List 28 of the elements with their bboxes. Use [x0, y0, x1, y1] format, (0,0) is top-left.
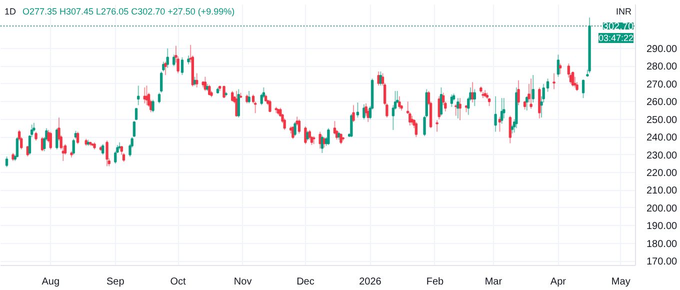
ref-line-label: 302.70 — [602, 21, 634, 32]
x-tick-label: Oct — [170, 276, 186, 288]
x-tick-label: Nov — [234, 276, 252, 288]
y-tick-label: 250.00 — [646, 114, 678, 126]
y-tick-label: 260.00 — [646, 97, 678, 108]
y-tick-label: 200.00 — [646, 203, 678, 214]
x-tick-label: Feb — [426, 276, 444, 288]
annotation: 03:47:22 — [598, 32, 634, 43]
x-tick-label: 2026 — [359, 276, 382, 288]
y-tick-label: 270.00 — [646, 79, 678, 90]
y-tick-label: 240.00 — [646, 132, 678, 144]
y-tick-label: 230.00 — [646, 150, 678, 162]
annotation: O277.35 H307.45 L276.05 C302.70 +27.50 (+9.99%) — [22, 6, 235, 16]
y-tick-label: 180.00 — [646, 238, 678, 250]
y-axis-title: INR — [616, 6, 632, 16]
x-tick-label: Mar — [484, 276, 503, 288]
y-tick-label: 280.00 — [646, 62, 678, 73]
x-tick-label: Apr — [550, 276, 567, 288]
chart-title: 1D — [4, 6, 17, 16]
y-tick-label: 170.00 — [646, 256, 678, 268]
y-tick-label: 190.00 — [646, 221, 678, 232]
y-tick-label: 220.00 — [646, 168, 678, 179]
y-tick-label: 210.00 — [646, 186, 678, 197]
y-tick-label: 290.00 — [646, 44, 678, 55]
x-tick-label: Sep — [106, 276, 125, 288]
x-tick-label: Aug — [42, 276, 60, 288]
x-tick-label: Dec — [296, 276, 314, 288]
x-tick-label: May — [611, 276, 630, 288]
